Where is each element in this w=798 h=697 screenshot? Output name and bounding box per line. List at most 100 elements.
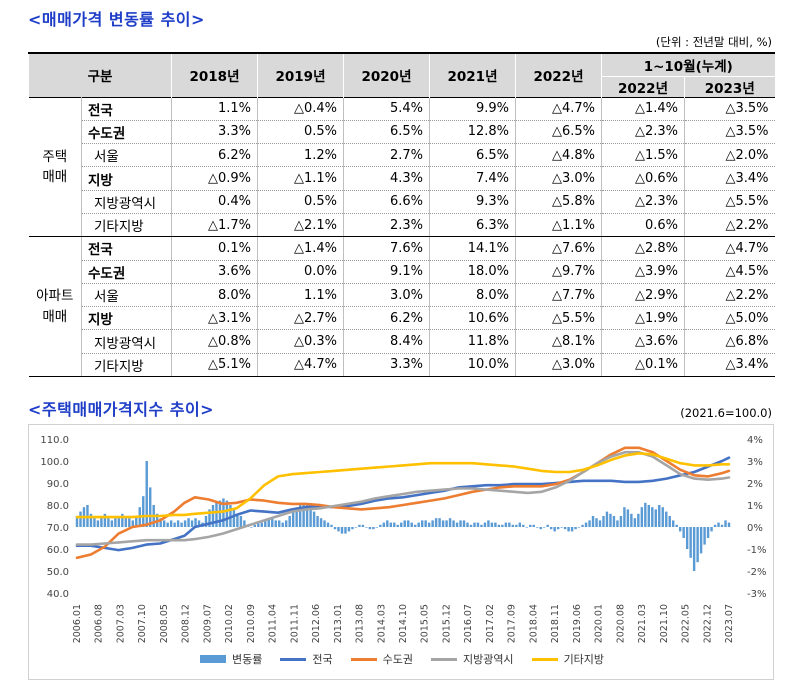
bar-mark bbox=[169, 520, 173, 527]
bar-mark bbox=[542, 527, 546, 528]
bar-mark bbox=[225, 500, 229, 527]
table-cell: △0.6% bbox=[601, 166, 685, 191]
y-left-tick-label: 40.0 bbox=[47, 589, 69, 600]
x-tick-label: 2009.07 bbox=[202, 604, 213, 643]
bar-mark bbox=[100, 516, 103, 527]
bar-mark bbox=[312, 511, 316, 527]
table-row: 주택 매매 전국 1.1% △0.4% 5.4% 9.9% △4.7% △1.4% △3.5% bbox=[28, 97, 775, 238]
header-year: 2022년 bbox=[515, 52, 602, 97]
chart-legend: 변동률 전국 수도권 지방광역시 기타지방 bbox=[29, 651, 775, 667]
bar-mark bbox=[445, 520, 448, 527]
row-label: 서울 bbox=[81, 143, 172, 168]
bar-mark bbox=[295, 507, 298, 527]
table-cell: 6.6% bbox=[343, 190, 430, 214]
bar-mark bbox=[598, 520, 602, 527]
bar-mark bbox=[358, 524, 361, 527]
bar-mark bbox=[323, 520, 326, 527]
y-left-tick-label: 50.0 bbox=[47, 567, 69, 578]
bar-mark bbox=[665, 511, 668, 527]
bar-mark bbox=[438, 518, 441, 527]
x-tick-label: 2010.02 bbox=[224, 604, 235, 643]
legend-label: 지방광역시 bbox=[462, 653, 514, 666]
table-cell: △1.1% bbox=[515, 213, 602, 238]
bar-mark bbox=[605, 511, 609, 527]
header-cum-year: 2022년 bbox=[601, 75, 685, 97]
bar-mark bbox=[672, 520, 675, 527]
table-cell: 0.5% bbox=[257, 120, 344, 145]
bar-mark bbox=[257, 522, 260, 527]
legend-label: 수도권 bbox=[382, 653, 413, 666]
bar-mark bbox=[278, 520, 281, 527]
table-cell: 18.0% bbox=[429, 260, 516, 284]
bar-mark bbox=[549, 527, 553, 530]
bar-mark bbox=[490, 522, 494, 527]
bar-mark bbox=[640, 507, 644, 527]
x-tick-label: 2011.04 bbox=[268, 604, 279, 643]
bar-mark bbox=[448, 518, 452, 527]
bar-mark bbox=[720, 524, 724, 527]
bar-mark bbox=[305, 505, 309, 527]
bar-mark bbox=[469, 524, 473, 527]
bar-mark bbox=[612, 516, 616, 527]
table-cell: 6.2% bbox=[343, 306, 430, 331]
x-tick-label: 2007.03 bbox=[115, 604, 126, 643]
bar-mark bbox=[347, 527, 351, 532]
bar-mark bbox=[476, 522, 480, 527]
x-tick-label: 2013.08 bbox=[355, 604, 366, 643]
table-cell: △1.4% bbox=[601, 97, 685, 121]
bar-mark bbox=[588, 520, 591, 527]
bar-mark bbox=[602, 516, 605, 527]
table-cell: △2.2% bbox=[684, 283, 775, 308]
x-tick-label: 2014.10 bbox=[398, 604, 409, 643]
y-right-tick-label: -2% bbox=[747, 567, 766, 578]
bar-mark bbox=[316, 516, 319, 527]
bar-mark bbox=[271, 518, 274, 527]
table-cell: 8.0% bbox=[429, 283, 516, 308]
chart-canvas: 110.0 100.0 90.0 80.0 70.0 60.0 50.0 40.0 4% 3% 2%… bbox=[40, 435, 766, 643]
table-cell: 8.4% bbox=[343, 329, 430, 354]
header-cum-year: 2023년 bbox=[684, 75, 775, 97]
bar-mark bbox=[166, 522, 169, 527]
bar-mark bbox=[389, 522, 393, 527]
table-cell: △3.4% bbox=[684, 166, 775, 191]
table-cell: 6.5% bbox=[429, 143, 516, 168]
header-year: 2021년 bbox=[429, 52, 516, 97]
table-cell: △5.1% bbox=[171, 353, 258, 378]
group-label-line: 매매 bbox=[42, 308, 68, 325]
table-cell: △0.8% bbox=[171, 329, 258, 354]
header-cumulative: 1~10월(누계) bbox=[601, 52, 775, 76]
x-tick-label: 2011.11 bbox=[289, 604, 300, 643]
bar-mark bbox=[236, 513, 239, 527]
bar-mark bbox=[420, 520, 424, 527]
header-category: 구분 bbox=[28, 52, 172, 97]
bar-mark bbox=[149, 487, 152, 527]
bar-mark bbox=[591, 516, 595, 527]
bar-mark bbox=[508, 522, 511, 527]
legend-swatch bbox=[199, 655, 226, 663]
bar-mark bbox=[682, 527, 685, 538]
row-label: 기타지방 bbox=[81, 213, 172, 238]
x-tick-label: 2022.12 bbox=[702, 604, 713, 643]
bar-mark bbox=[441, 520, 445, 527]
table-cell: 7.4% bbox=[429, 166, 516, 191]
bar-mark bbox=[96, 520, 100, 527]
bar-mark bbox=[75, 516, 79, 527]
bar-mark bbox=[79, 511, 82, 527]
table-cell: 0.4% bbox=[171, 190, 258, 214]
bar-mark bbox=[190, 520, 194, 527]
bar-mark bbox=[699, 527, 703, 554]
table-cell: △4.8% bbox=[515, 143, 602, 168]
bar-mark bbox=[400, 522, 403, 527]
y-right-tick-label: -3% bbox=[747, 589, 766, 600]
table-cell: △2.3% bbox=[601, 190, 685, 214]
table-cell: △6.8% bbox=[684, 329, 775, 354]
bar-mark bbox=[529, 524, 532, 527]
bar-mark bbox=[462, 520, 466, 527]
bar-mark bbox=[696, 527, 699, 563]
bar-mark bbox=[365, 527, 368, 528]
bar-mark bbox=[536, 527, 539, 528]
bar-mark bbox=[515, 524, 518, 527]
bar-mark bbox=[595, 518, 598, 527]
bar-mark bbox=[145, 461, 148, 527]
bar-mark bbox=[337, 527, 340, 532]
